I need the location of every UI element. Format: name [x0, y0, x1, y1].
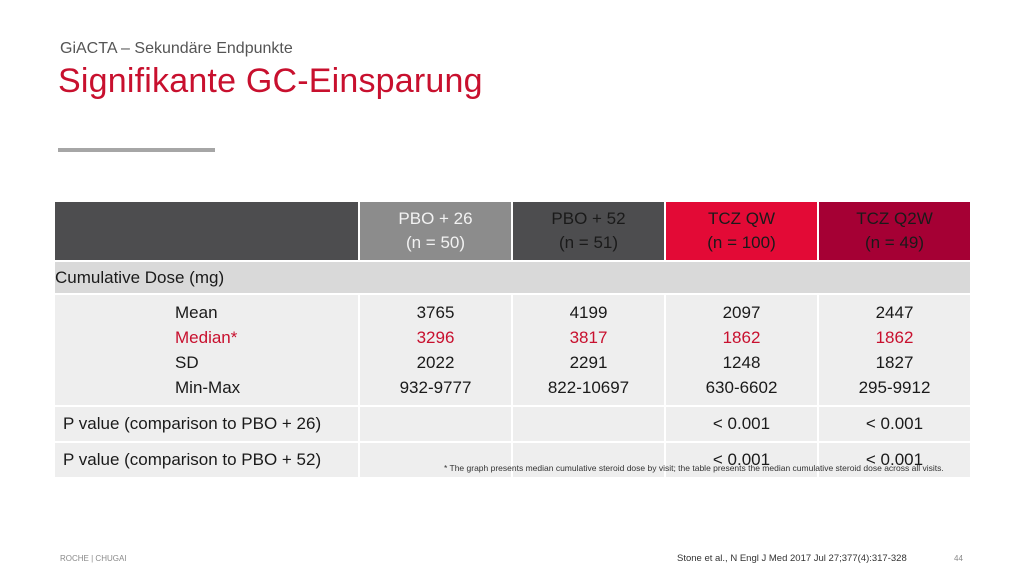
stat-sd: 1827 — [875, 353, 914, 372]
header-name: TCZ Q2W — [856, 209, 933, 228]
stat-mean: 2447 — [875, 303, 914, 322]
p-value-cell — [358, 405, 513, 443]
p-value-cell: < 0.001 — [817, 405, 972, 443]
stat-mean: 3765 — [416, 303, 455, 322]
slide-subtitle: GiACTA – Sekundäre Endpunkte — [60, 40, 293, 57]
stats-row: Mean Median* SD Min-Max 3765 3296 2022 9… — [53, 293, 972, 407]
p-value-row-pbo26: P value (comparison to PBO + 26) < 0.001… — [53, 405, 972, 443]
section-row: Cumulative Dose (mg) — [53, 260, 972, 295]
stat-minmax: 932-9777 — [399, 378, 472, 397]
stats-cell-tcz-qw: 2097 1862 1248 630-6602 — [664, 293, 819, 407]
section-label: Cumulative Dose (mg) — [53, 260, 972, 295]
header-n: (n = 50) — [405, 233, 466, 252]
stats-cell-pbo26: 3765 3296 2022 932-9777 — [358, 293, 513, 407]
stat-median: 1862 — [875, 328, 914, 347]
header-name: PBO + 52 — [551, 209, 626, 228]
stat-minmax: 295-9912 — [858, 378, 931, 397]
header-tcz-qw: TCZ QW (n = 100) — [664, 200, 819, 262]
header-pbo52: PBO + 52 (n = 51) — [511, 200, 666, 262]
stat-sd: 2291 — [569, 353, 608, 372]
stat-labels-cell: Mean Median* SD Min-Max — [53, 293, 360, 407]
stat-label-sd: SD — [175, 353, 199, 372]
stat-median: 1862 — [722, 328, 761, 347]
stat-median: 3296 — [416, 328, 455, 347]
stat-mean: 2097 — [722, 303, 761, 322]
stat-label-minmax: Min-Max — [175, 378, 241, 397]
stat-minmax: 630-6602 — [705, 378, 778, 397]
header-n: (n = 49) — [864, 233, 925, 252]
p-value-label: P value (comparison to PBO + 26) — [53, 405, 360, 443]
stat-median: 3817 — [569, 328, 608, 347]
header-pbo26: PBO + 26 (n = 50) — [358, 200, 513, 262]
header-n: (n = 51) — [558, 233, 619, 252]
header-tcz-q2w: TCZ Q2W (n = 49) — [817, 200, 972, 262]
stat-mean: 4199 — [569, 303, 608, 322]
title-underline — [58, 148, 215, 152]
p-value-cell — [511, 405, 666, 443]
p-value-cell: < 0.001 — [664, 441, 819, 479]
table-footnote: * The graph presents median cumulative s… — [444, 463, 944, 473]
stat-label-median: Median* — [175, 328, 238, 347]
stats-cell-tcz-q2w: 2447 1862 1827 295-9912 — [817, 293, 972, 407]
p-value-label: P value (comparison to PBO + 52) — [53, 441, 360, 479]
table-header-row: PBO + 26 (n = 50) PBO + 52 (n = 51) TCZ … — [53, 200, 972, 262]
p-value-cell: < 0.001 — [664, 405, 819, 443]
page-number: 44 — [954, 554, 963, 563]
stat-minmax: 822-10697 — [547, 378, 630, 397]
stats-cell-pbo52: 4199 3817 2291 822-10697 — [511, 293, 666, 407]
stat-label-mean: Mean — [175, 303, 218, 322]
stat-sd: 1248 — [722, 353, 761, 372]
p-value-cell — [511, 441, 666, 479]
footer-reference: Stone et al., N Engl J Med 2017 Jul 27;3… — [677, 553, 907, 564]
header-n: (n = 100) — [707, 233, 776, 252]
stat-sd: 2022 — [416, 353, 455, 372]
p-value-row-pbo52: P value (comparison to PBO + 52) < 0.001… — [53, 441, 972, 479]
header-name: PBO + 26 — [398, 209, 473, 228]
p-value-cell — [358, 441, 513, 479]
footer-company: ROCHE | CHUGAI — [60, 554, 127, 563]
slide-title: Signifikante GC-Einsparung — [58, 62, 483, 100]
header-corner-cell — [53, 200, 360, 262]
p-value-cell: < 0.001 — [817, 441, 972, 479]
results-table: PBO + 26 (n = 50) PBO + 52 (n = 51) TCZ … — [53, 200, 972, 479]
header-name: TCZ QW — [707, 209, 776, 228]
